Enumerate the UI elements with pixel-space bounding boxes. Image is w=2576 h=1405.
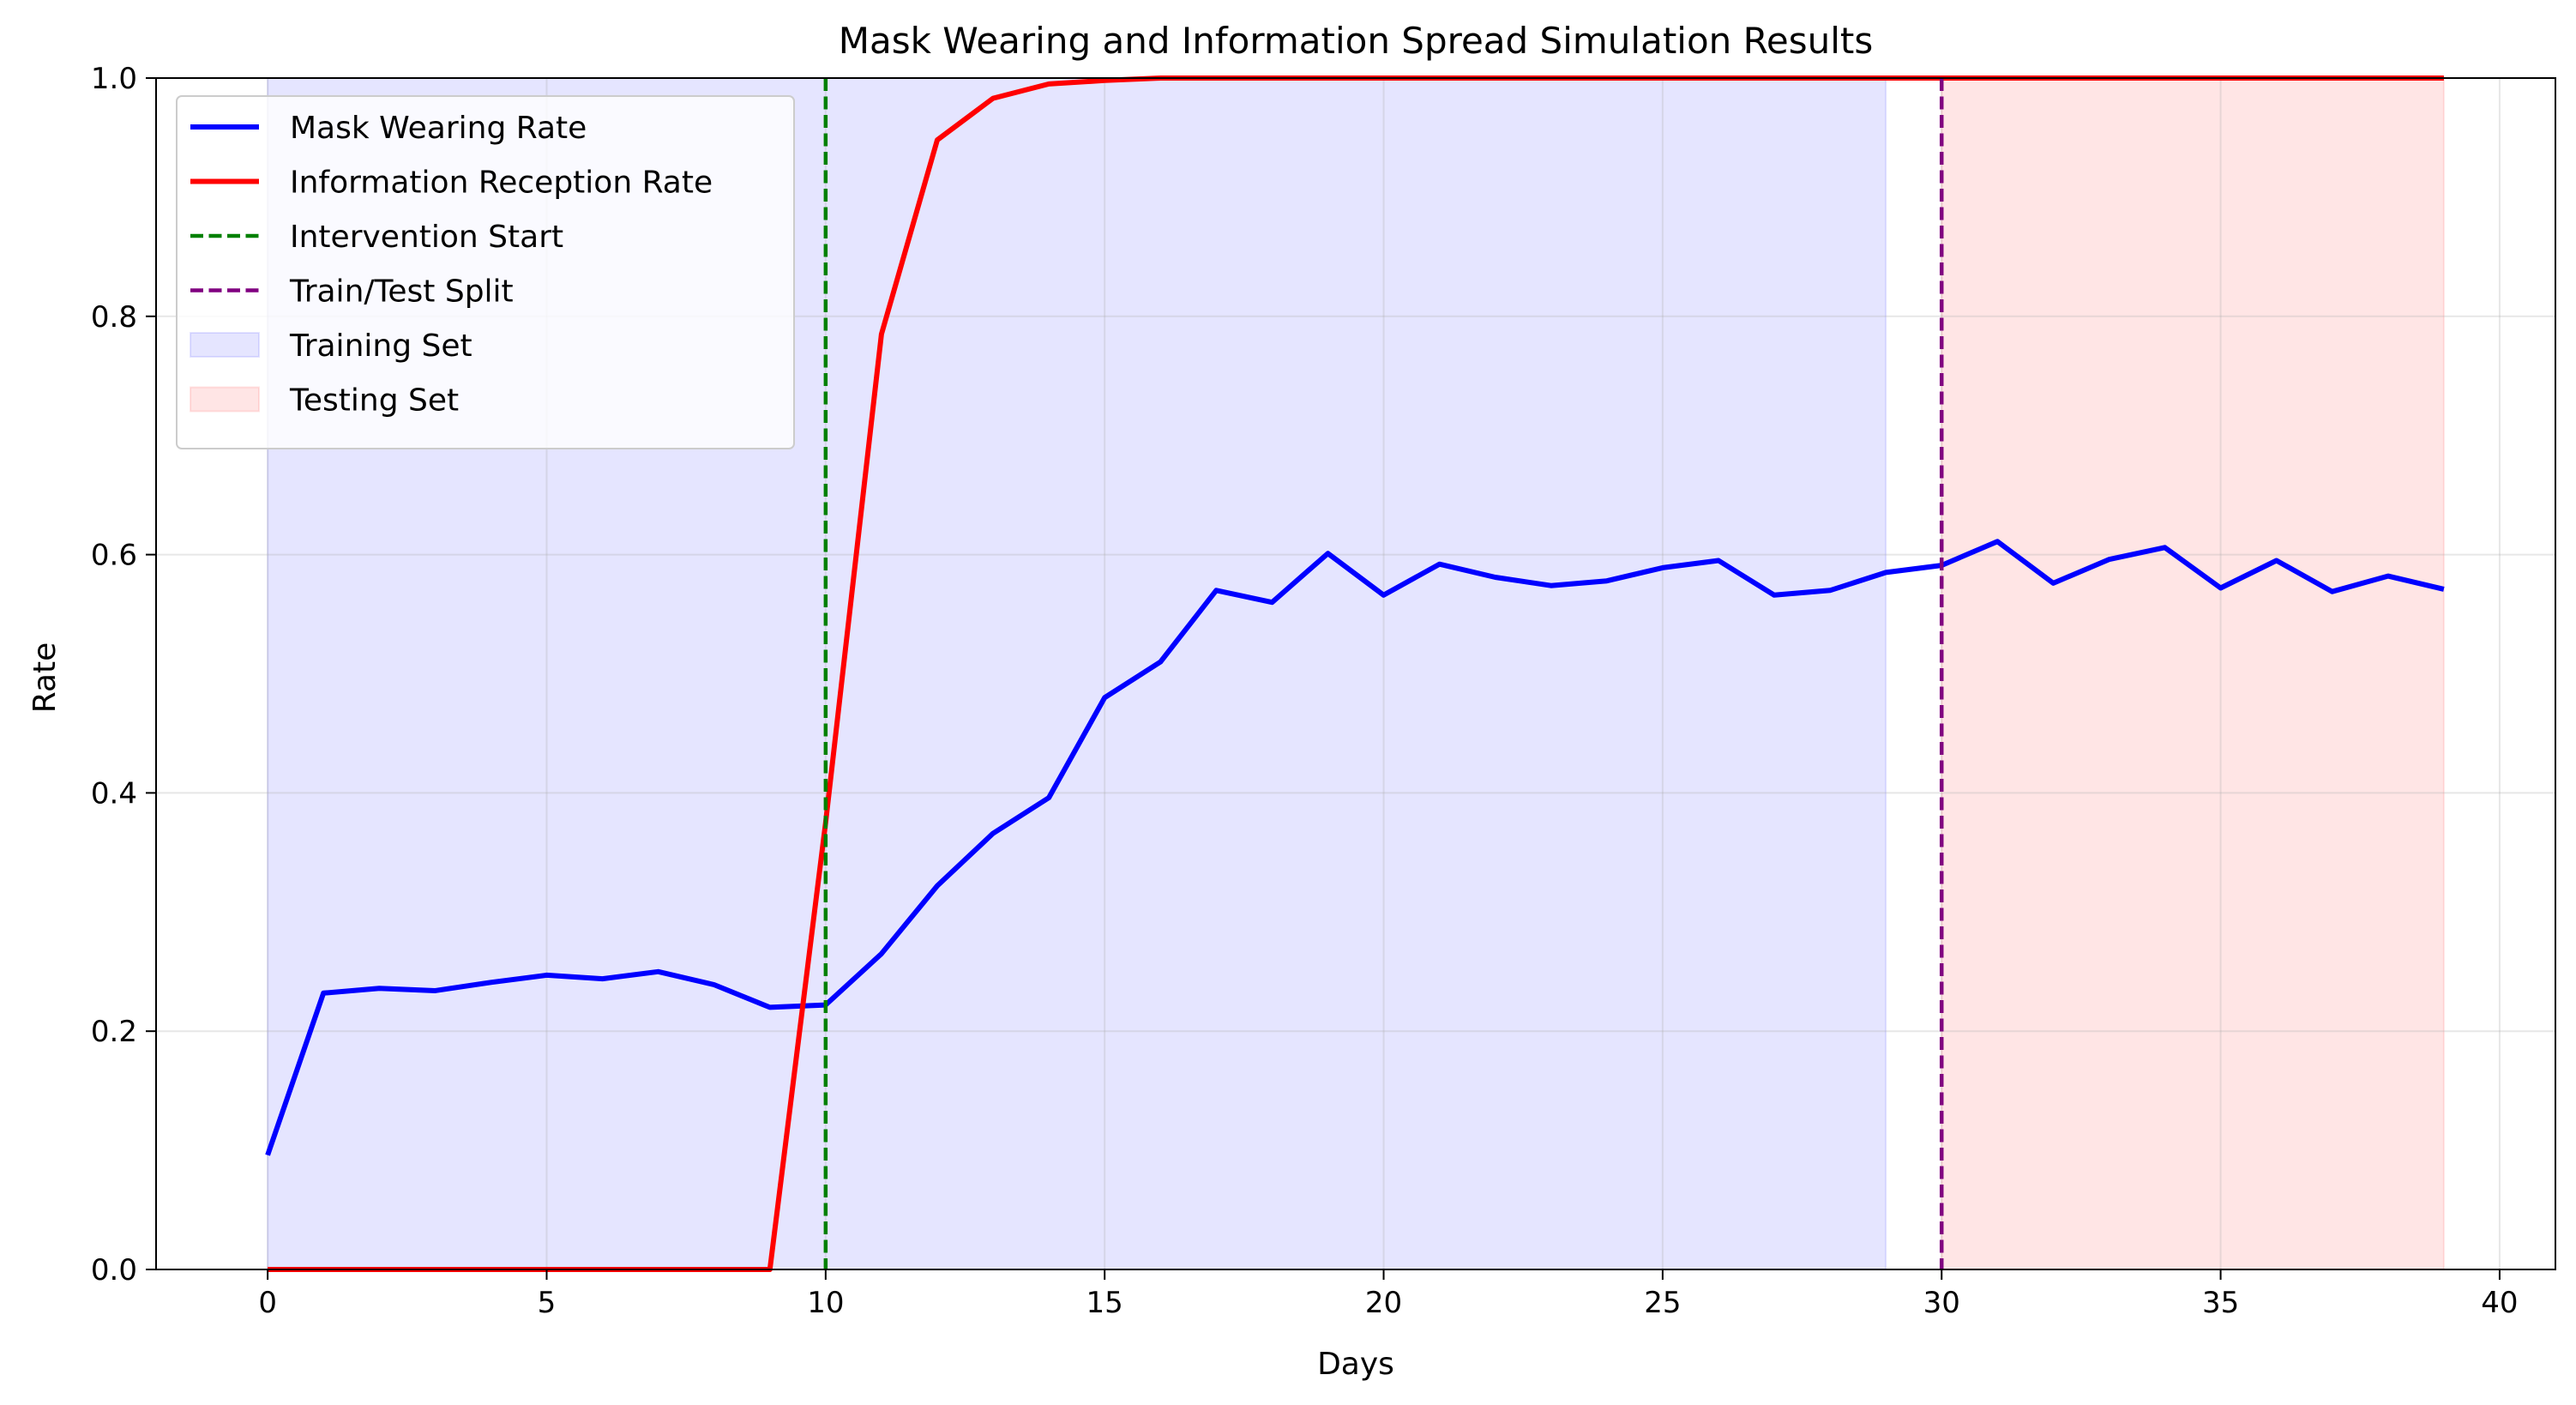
y-tick-label: 0.8 [91,300,137,335]
legend-label: Mask Wearing Rate [290,111,587,146]
x-tick-label: 20 [1365,1286,1402,1320]
series-line-mask-wearing-rate [265,539,2445,1156]
y-tick-label: 0.6 [91,539,137,573]
vertical-lines [823,78,1944,1269]
legend-item-testing-set: Testing Set [190,383,459,419]
shaded-spans [267,77,2445,1270]
span-testing-set [1941,77,2445,1270]
legend-item-mask-wearing-rate: Mask Wearing Rate [190,111,587,146]
x-tick-label: 10 [807,1286,844,1320]
x-tick-label: 40 [2481,1286,2518,1320]
legend-item-training-set: Training Set [190,329,472,364]
y-axis-ticks: 0.0 0.2 0.4 0.6 0.8 1.0 [91,62,156,1287]
legend-item-train-test-split: Train/Test Split [190,274,514,310]
legend-item-information-reception-rate: Information Reception Rate [190,166,713,201]
x-tick-label: 25 [1644,1286,1681,1320]
y-tick-label: 0.4 [91,776,137,811]
legend-swatch [190,332,260,358]
y-axis-label: Rate [27,642,63,714]
x-tick-label: 0 [258,1286,277,1320]
x-tick-label: 5 [538,1286,557,1320]
legend: Mask Wearing Rate Information Reception R… [176,95,795,449]
x-tick-label: 15 [1086,1286,1123,1320]
legend-box [176,95,795,449]
plot-frame [155,77,2556,1270]
chart-title: Mask Wearing and Information Spread Simu… [839,20,1874,62]
x-tick-label: 35 [2202,1286,2239,1320]
x-axis-label: Days [1317,1347,1394,1382]
y-tick-label: 0.2 [91,1015,137,1049]
legend-label: Training Set [289,329,472,364]
legend-item-intervention-start: Intervention Start [190,220,563,255]
legend-label: Information Reception Rate [290,166,713,201]
legend-label: Testing Set [289,383,459,419]
y-tick-label: 1.0 [91,62,137,96]
legend-swatch [190,386,260,413]
legend-label: Intervention Start [290,220,563,255]
y-tick-label: 0.0 [91,1253,137,1287]
legend-label: Train/Test Split [289,274,514,310]
x-tick-label: 30 [1923,1286,1960,1320]
x-axis-ticks: 0 5 10 15 20 25 30 35 40 [258,1269,2519,1320]
